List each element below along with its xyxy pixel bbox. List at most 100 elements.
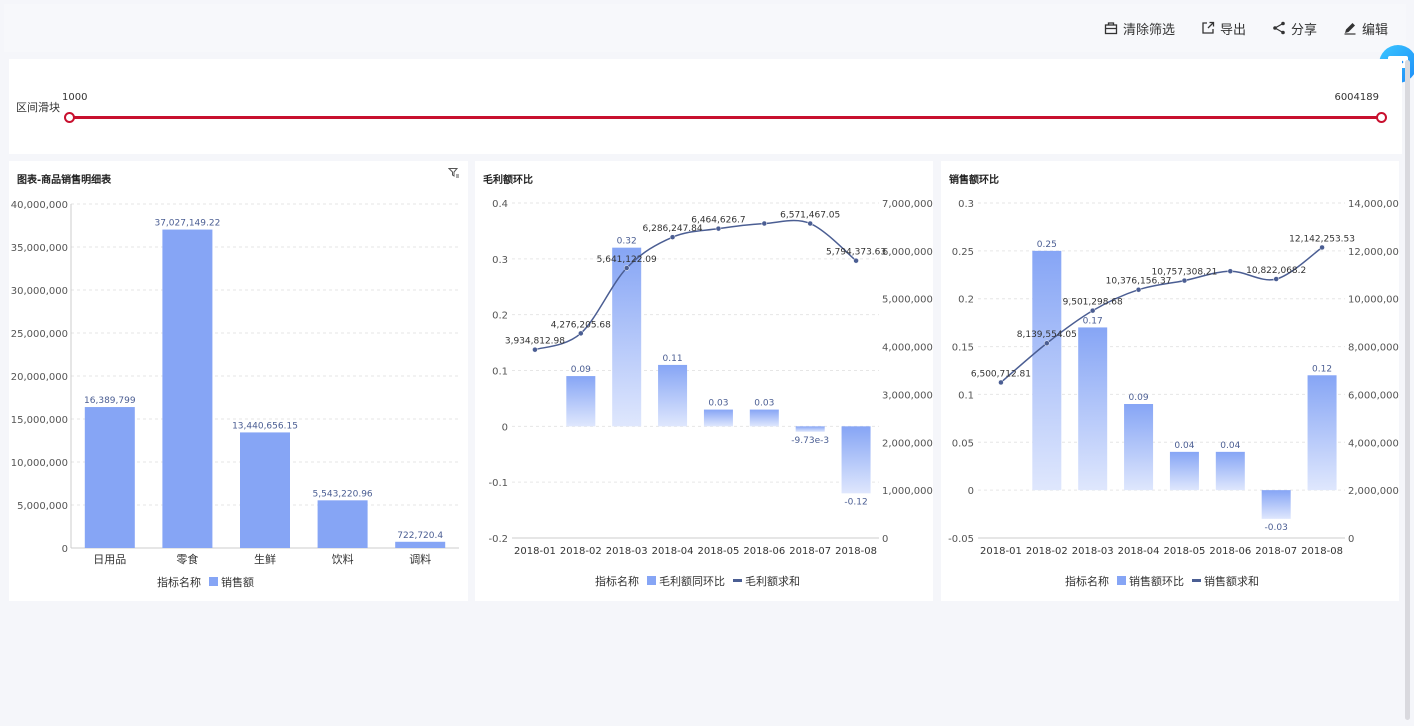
bar-data-label: 0.25 [1037, 240, 1057, 250]
line-data-label: 10,757,308.21 [1152, 268, 1218, 278]
clear-filter-label: 清除筛选 [1122, 22, 1175, 38]
line-point [578, 330, 584, 337]
range-slider-min-handle[interactable] [64, 112, 75, 123]
x-tick-label: 2018-05 [1164, 546, 1206, 557]
chart-title: 销售额环比 [949, 175, 999, 186]
bar-data-label: 16,389,799 [84, 396, 136, 406]
x-tick-label: 零食 [176, 552, 198, 566]
dashboard-toolbar: 清除筛选 导出 分享 编辑 [4, 4, 1406, 52]
y-right-tick-label: 6,000,000 [882, 247, 933, 258]
line-data-label: 10,822,068.2 [1246, 266, 1306, 276]
y-left-tick-label: 0.4 [492, 199, 508, 210]
range-slider-max-value: 6004189 [1334, 92, 1379, 103]
bar-data-label: 0.04 [1220, 441, 1240, 451]
x-tick-label: 2018-02 [1026, 546, 1068, 557]
y-right-tick-label: 7,000,000 [882, 199, 933, 210]
line-point [1227, 268, 1234, 274]
legend-swatch [1192, 579, 1201, 582]
line-point [1319, 244, 1325, 251]
x-tick-label: 2018-02 [560, 546, 602, 557]
y-left-tick-label: 0.1 [958, 390, 974, 401]
x-tick-label: 2018-05 [698, 546, 740, 557]
share-label: 分享 [1290, 22, 1317, 38]
legend-title: 指标名称 [157, 575, 201, 589]
bar [795, 426, 825, 432]
bar-data-label: 0.04 [1174, 441, 1194, 451]
bar [240, 432, 290, 548]
y-right-tick-label: 5,000,000 [882, 295, 933, 306]
line-point [623, 265, 630, 271]
bar [1032, 250, 1062, 491]
share-button[interactable]: 分享 [1272, 19, 1317, 38]
chart-filter-icon[interactable] [448, 167, 460, 179]
sales-combo-chart: -0.05 0 0.05 0.1 0.15 0.2 0.25 0.3 0 2,000,000 4,0… [948, 199, 1399, 588]
y-left-tick-label: 0 [502, 422, 508, 433]
legend-title: 指标名称 [1065, 574, 1109, 588]
bar [395, 541, 446, 548]
y-right-tick-label: 12,000,000 [1348, 247, 1399, 258]
legend-label: 毛利额求和 [745, 575, 800, 588]
legend-label: 销售额环比 [1129, 574, 1184, 588]
legend-label: 毛利额同环比 [659, 575, 725, 588]
range-slider-max-handle[interactable] [1376, 112, 1387, 123]
range-slider-track[interactable] [69, 116, 1381, 119]
y-left-tick-label: -0.1 [488, 478, 508, 489]
bar [566, 376, 596, 427]
export-label: 导出 [1219, 22, 1246, 38]
bar [1261, 490, 1291, 519]
bar [841, 426, 871, 494]
line-data-label: 6,286,247.84 [643, 224, 703, 234]
edit-button[interactable]: 编辑 [1343, 19, 1388, 38]
chart-title: 图表-商品销售明细表 [17, 175, 112, 186]
bar-data-label: 0.09 [571, 365, 591, 375]
x-tick-label: 2018-08 [835, 546, 877, 557]
y-right-tick-label: 2,000,000 [1348, 486, 1399, 497]
bar-data-label: 0.03 [708, 399, 728, 409]
x-tick-label: 2018-04 [1118, 546, 1160, 557]
line-point [998, 379, 1004, 386]
line-data-label: 10,376,156.37 [1106, 277, 1172, 287]
bar-data-label: -0.03 [1265, 523, 1288, 533]
y-right-tick-label: 6,000,000 [1348, 390, 1399, 401]
line-point [1089, 307, 1096, 314]
line-point [1181, 277, 1188, 284]
x-tick-label: 2018-07 [789, 546, 831, 557]
y-tick-label: 15,000,000 [11, 415, 68, 426]
sales-chart-card: 销售额环比 -0.05 0 0.05 0.1 0.15 0.2 0.25 0.3 0 2,000,… [941, 161, 1399, 601]
y-left-tick-label: 0.3 [492, 255, 508, 266]
y-left-tick-label: 0.2 [958, 295, 974, 306]
legend-swatch [733, 579, 742, 582]
clear-filter-button[interactable]: 清除筛选 [1104, 19, 1175, 38]
series-line [534, 219, 857, 351]
y-tick-label: 10,000,000 [11, 458, 68, 469]
gross-profit-chart-card: 毛利额环比 -0.2 -0.1 0 0.1 0.2 0.3 0.4 0 1,000,000 2,0… [475, 161, 933, 601]
edit-icon [1344, 23, 1356, 35]
bar [1307, 375, 1337, 491]
line-point [669, 234, 676, 240]
line-data-label: 5,641,122.09 [597, 255, 657, 265]
bar [84, 407, 135, 548]
bar [703, 409, 733, 427]
bar [1124, 404, 1154, 491]
line-point [532, 346, 538, 353]
range-slider-min-value: 1000 [62, 92, 88, 103]
y-right-tick-label: 1,000,000 [882, 486, 933, 497]
line-data-label: 4,276,205.68 [551, 320, 611, 330]
export-icon [1202, 21, 1215, 34]
page-scrollbar[interactable] [1405, 60, 1410, 720]
y-left-tick-label: -0.2 [488, 534, 508, 545]
x-tick-label: 2018-08 [1301, 546, 1343, 557]
export-button[interactable]: 导出 [1201, 19, 1246, 38]
y-left-tick-label: 0.2 [492, 311, 508, 322]
y-left-tick-label: 0.15 [952, 343, 974, 354]
y-right-tick-label: 10,000,000 [1348, 295, 1399, 306]
x-tick-label: 2018-06 [1209, 546, 1251, 557]
clear-filter-icon [1104, 22, 1118, 35]
bar-data-label: 0.12 [1312, 364, 1332, 374]
bar [1169, 451, 1199, 491]
x-tick-label: 2018-07 [1255, 546, 1297, 557]
bar [1078, 327, 1108, 491]
y-tick-label: 5,000,000 [17, 501, 68, 512]
bar-data-label: 0.32 [617, 237, 637, 247]
bar-data-label: 37,027,149.22 [154, 219, 220, 229]
